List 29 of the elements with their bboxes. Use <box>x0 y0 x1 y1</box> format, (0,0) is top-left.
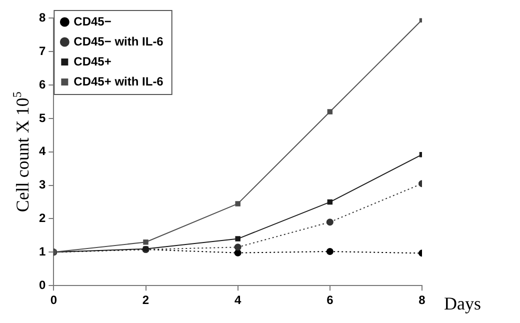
x-tick-label: 0 <box>50 293 58 308</box>
y-tick-label: 0 <box>38 278 46 292</box>
x-axis-title: Days <box>444 293 481 314</box>
point <box>234 249 242 256</box>
y-tick-label: 2 <box>38 211 46 226</box>
point <box>235 236 240 242</box>
y-tick-label: 7 <box>38 44 46 58</box>
x-tick-label: 4 <box>234 293 242 308</box>
point <box>326 248 334 256</box>
point <box>143 240 148 245</box>
y-tick-label: 8 <box>38 10 46 25</box>
legend-label: CD45+ <box>74 54 112 68</box>
legend-label: CD45− with IL-6 <box>74 34 164 48</box>
y-tick-label: 1 <box>38 244 46 258</box>
x-tick-label: 8 <box>418 293 426 308</box>
y-tick-label: 4 <box>38 144 46 158</box>
point <box>327 199 333 205</box>
point <box>235 201 240 206</box>
y-tick-label: 3 <box>38 178 46 192</box>
x-tick-label: 2 <box>142 293 150 308</box>
y-tick-label: 5 <box>38 110 46 125</box>
point <box>327 109 333 114</box>
point <box>234 244 242 251</box>
legend-label: CD45+ with IL-6 <box>74 74 164 88</box>
legend-label: CD45− <box>74 14 112 28</box>
point <box>326 218 334 226</box>
y-tick-label: 6 <box>38 77 46 92</box>
x-tick-label: 6 <box>326 293 334 308</box>
y-axis-title: Cell count X 105 <box>10 92 33 212</box>
